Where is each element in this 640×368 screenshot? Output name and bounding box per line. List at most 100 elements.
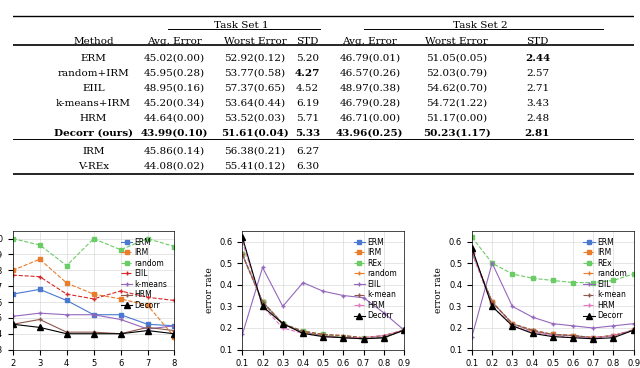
ERM (380, 336, 388, 340)
HRM (549, 333, 557, 338)
Text: IRM: IRM (83, 147, 105, 156)
Line: IRM: IRM (11, 257, 177, 339)
ERM (569, 333, 577, 338)
Text: 43.96(0.25): 43.96(0.25) (336, 129, 403, 138)
EIIL (171, 298, 179, 302)
Legend: ERM, IRM, REx, random, EIIL, k-mean, HRM, Decorr: ERM, IRM, REx, random, EIIL, k-mean, HRM… (580, 234, 630, 323)
Line: random: random (11, 237, 177, 268)
k-mean (569, 333, 577, 338)
Legend: ERM, IRM, random, EIIL, k-means, HRM, Decorr: ERM, IRM, random, EIIL, k-means, HRM, De… (118, 234, 171, 313)
k-mean (239, 252, 246, 257)
REx (279, 322, 287, 326)
EIIL (279, 304, 287, 309)
ERM (9, 292, 17, 296)
k-means (90, 312, 97, 317)
REx (259, 300, 266, 304)
Text: 51.05(0.05): 51.05(0.05) (426, 54, 487, 63)
random (279, 322, 287, 326)
Decorr (360, 337, 367, 341)
k-means (63, 312, 70, 317)
ERM (400, 328, 408, 332)
Decorr (340, 336, 348, 340)
HRM (340, 336, 348, 340)
Text: 43.99(0.10): 43.99(0.10) (140, 129, 208, 138)
ERM (468, 250, 476, 255)
k-mean (380, 333, 388, 338)
EIIL (63, 292, 70, 296)
REx (488, 261, 496, 265)
Text: Avg. Error: Avg. Error (147, 37, 202, 46)
HRM (259, 304, 266, 309)
k-mean (319, 332, 327, 337)
Decorr (549, 335, 557, 339)
Text: Method: Method (73, 37, 114, 46)
Line: k-means: k-means (11, 311, 177, 331)
EIIL (36, 275, 44, 279)
Line: REx: REx (470, 235, 636, 285)
Decorr (630, 328, 637, 332)
random (609, 333, 617, 338)
random (259, 300, 266, 304)
IRM (259, 300, 266, 304)
Decorr (239, 235, 246, 240)
EIIL (116, 289, 124, 293)
Decorr (9, 322, 17, 326)
random (9, 236, 17, 241)
Text: 2.81: 2.81 (525, 129, 550, 138)
Line: ERM: ERM (240, 252, 406, 341)
Text: 44.64(0.00): 44.64(0.00) (143, 114, 205, 123)
Line: k-mean: k-mean (470, 250, 636, 340)
random (589, 336, 597, 340)
ERM (171, 323, 179, 328)
IRM (609, 333, 617, 338)
Text: ERM: ERM (81, 54, 106, 63)
Decorr (488, 304, 496, 309)
HRM (171, 328, 179, 333)
EIIL (468, 335, 476, 339)
IRM (549, 332, 557, 337)
IRM (529, 329, 536, 333)
HRM (630, 328, 637, 332)
REx (299, 329, 307, 333)
Line: random: random (470, 250, 636, 340)
Decorr (259, 304, 266, 309)
Text: 54.72(1.22): 54.72(1.22) (426, 99, 487, 108)
Text: 3.43: 3.43 (526, 99, 549, 108)
k-means (9, 314, 17, 319)
Text: 50.23(1.17): 50.23(1.17) (423, 129, 490, 138)
EIIL (319, 289, 327, 293)
Text: 6.30: 6.30 (296, 162, 319, 171)
HRM (380, 333, 388, 338)
EIIL (488, 261, 496, 265)
ERM (90, 312, 97, 317)
Decorr (589, 337, 597, 341)
REx (549, 278, 557, 283)
IRM (299, 330, 307, 335)
IRM (239, 252, 246, 257)
Text: 5.20: 5.20 (296, 54, 319, 63)
ERM (279, 322, 287, 326)
Legend: ERM, IRM, REx, random, EIIL, k-mean, HRM, Decorr: ERM, IRM, REx, random, EIIL, k-mean, HRM… (351, 234, 400, 323)
Text: 53.52(0.03): 53.52(0.03) (225, 114, 285, 123)
Text: 2.71: 2.71 (526, 84, 549, 93)
EIIL (569, 323, 577, 328)
Line: Decorr: Decorr (469, 245, 636, 342)
random (468, 250, 476, 255)
Decorr (509, 323, 516, 328)
k-mean (630, 328, 637, 332)
HRM (509, 323, 516, 328)
IRM (569, 333, 577, 338)
EIIL (549, 322, 557, 326)
random (340, 333, 348, 338)
HRM (400, 328, 408, 332)
Decorr (299, 331, 307, 336)
REx (380, 335, 388, 339)
Text: 53.77(0.58): 53.77(0.58) (225, 69, 285, 78)
Text: 54.62(0.70): 54.62(0.70) (426, 84, 487, 93)
Text: 56.38(0.21): 56.38(0.21) (225, 147, 285, 156)
HRM (144, 325, 152, 330)
REx (340, 335, 348, 339)
REx (569, 280, 577, 285)
random (299, 329, 307, 333)
k-mean (360, 336, 367, 340)
